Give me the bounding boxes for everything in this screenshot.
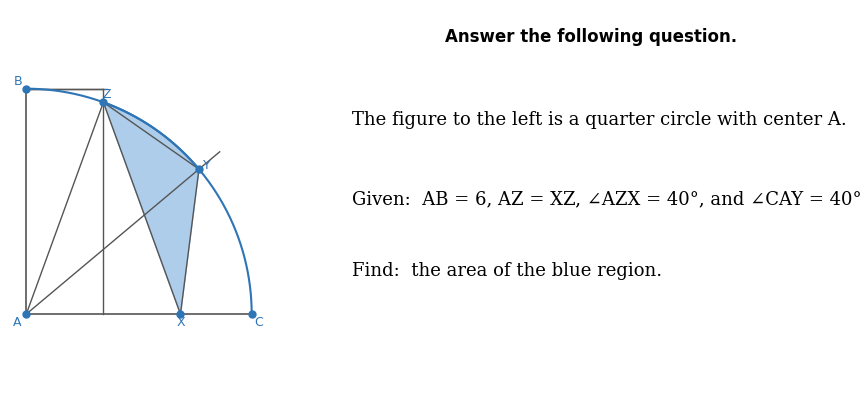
Text: Given:  AB = 6, AZ = XZ, ∠AZX = 40°, and ∠CAY = 40°: Given: AB = 6, AZ = XZ, ∠AZX = 40°, and … <box>352 190 861 209</box>
Text: Answer the following question.: Answer the following question. <box>445 28 737 46</box>
Text: Find:  the area of the blue region.: Find: the area of the blue region. <box>352 262 662 280</box>
Text: A: A <box>13 316 22 329</box>
Text: Z: Z <box>102 88 110 101</box>
Text: B: B <box>14 75 22 89</box>
Text: Y: Y <box>204 159 211 172</box>
Text: The figure to the left is a quarter circle with center A.: The figure to the left is a quarter circ… <box>352 111 847 129</box>
Polygon shape <box>104 102 199 314</box>
Text: C: C <box>254 316 263 329</box>
Text: X: X <box>176 316 185 329</box>
